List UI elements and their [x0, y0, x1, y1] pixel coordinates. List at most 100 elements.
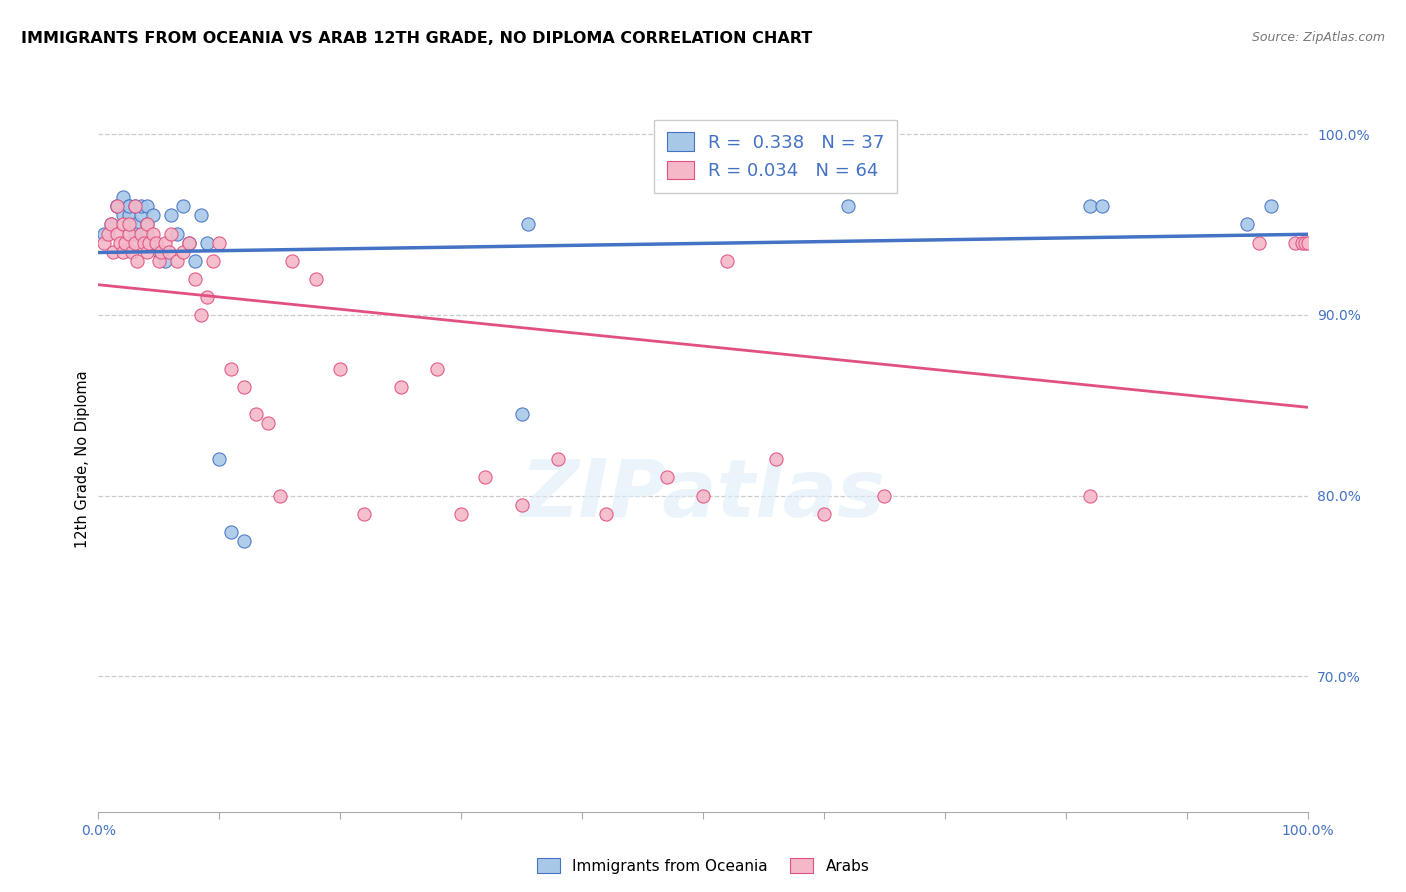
Point — [655, 470, 678, 484]
Point — [135, 244, 157, 259]
Text: Source: ZipAtlas.com: Source: ZipAtlas.com — [1251, 31, 1385, 45]
Point — [111, 209, 134, 223]
Point — [190, 209, 212, 223]
Point — [100, 218, 122, 232]
Point — [114, 235, 136, 250]
Text: ZIPatlas: ZIPatlas — [520, 456, 886, 533]
Point — [510, 407, 533, 421]
Point — [93, 235, 115, 250]
Point — [256, 416, 278, 430]
Point — [184, 271, 207, 285]
Point — [716, 253, 738, 268]
Point — [389, 380, 412, 394]
Point — [129, 209, 152, 223]
Point — [105, 199, 128, 213]
Point — [305, 271, 328, 285]
Point — [329, 362, 352, 376]
Point — [127, 253, 149, 268]
Point — [111, 190, 134, 204]
Point — [179, 235, 201, 250]
Point — [134, 235, 156, 250]
Point — [281, 253, 304, 268]
Point — [221, 362, 243, 376]
Point — [138, 235, 160, 250]
Point — [157, 244, 180, 259]
Point — [111, 218, 134, 232]
Point — [190, 308, 212, 322]
Point — [153, 253, 176, 268]
Point — [1249, 235, 1271, 250]
Point — [813, 507, 835, 521]
Point — [93, 227, 115, 241]
Point — [450, 507, 472, 521]
Point — [124, 199, 146, 213]
Point — [124, 218, 146, 232]
Point — [595, 507, 617, 521]
Point — [153, 235, 176, 250]
Point — [105, 199, 128, 213]
Point — [232, 380, 254, 394]
Point — [135, 218, 157, 232]
Point — [118, 218, 141, 232]
Point — [353, 507, 375, 521]
Point — [1091, 199, 1114, 213]
Point — [135, 227, 157, 241]
Y-axis label: 12th Grade, No Diploma: 12th Grade, No Diploma — [75, 370, 90, 549]
Point — [1284, 235, 1306, 250]
Point — [148, 253, 170, 268]
Point — [474, 470, 496, 484]
Point — [1236, 218, 1258, 232]
Point — [160, 209, 183, 223]
Point — [124, 199, 146, 213]
Legend: R =  0.338   N = 37, R = 0.034   N = 64: R = 0.338 N = 37, R = 0.034 N = 64 — [654, 120, 897, 193]
Point — [145, 235, 167, 250]
Point — [873, 489, 896, 503]
Point — [184, 253, 207, 268]
Point — [195, 235, 218, 250]
Point — [100, 218, 122, 232]
Point — [105, 199, 128, 213]
Point — [1078, 199, 1101, 213]
Point — [1078, 489, 1101, 503]
Point — [269, 489, 291, 503]
Point — [160, 227, 183, 241]
Point — [166, 227, 188, 241]
Point — [101, 244, 124, 259]
Point — [118, 199, 141, 213]
Point — [510, 498, 533, 512]
Point — [121, 244, 143, 259]
Point — [208, 452, 231, 467]
Point — [129, 227, 152, 241]
Point — [118, 209, 141, 223]
Point — [179, 235, 201, 250]
Point — [150, 244, 173, 259]
Point — [135, 218, 157, 232]
Point — [166, 253, 188, 268]
Point — [516, 218, 538, 232]
Point — [108, 235, 131, 250]
Point — [142, 227, 165, 241]
Point — [124, 227, 146, 241]
Point — [1294, 235, 1316, 250]
Point — [426, 362, 449, 376]
Point — [1260, 199, 1282, 213]
Point — [111, 244, 134, 259]
Point — [1291, 235, 1313, 250]
Point — [142, 209, 165, 223]
Legend: Immigrants from Oceania, Arabs: Immigrants from Oceania, Arabs — [530, 852, 876, 880]
Point — [124, 235, 146, 250]
Point — [208, 235, 231, 250]
Point — [232, 533, 254, 548]
Point — [245, 407, 267, 421]
Text: IMMIGRANTS FROM OCEANIA VS ARAB 12TH GRADE, NO DIPLOMA CORRELATION CHART: IMMIGRANTS FROM OCEANIA VS ARAB 12TH GRA… — [21, 31, 813, 46]
Point — [129, 199, 152, 213]
Point — [148, 244, 170, 259]
Point — [547, 452, 569, 467]
Point — [97, 227, 120, 241]
Point — [692, 489, 714, 503]
Point — [172, 199, 194, 213]
Point — [765, 452, 787, 467]
Point — [837, 199, 859, 213]
Point — [221, 524, 243, 539]
Point — [172, 244, 194, 259]
